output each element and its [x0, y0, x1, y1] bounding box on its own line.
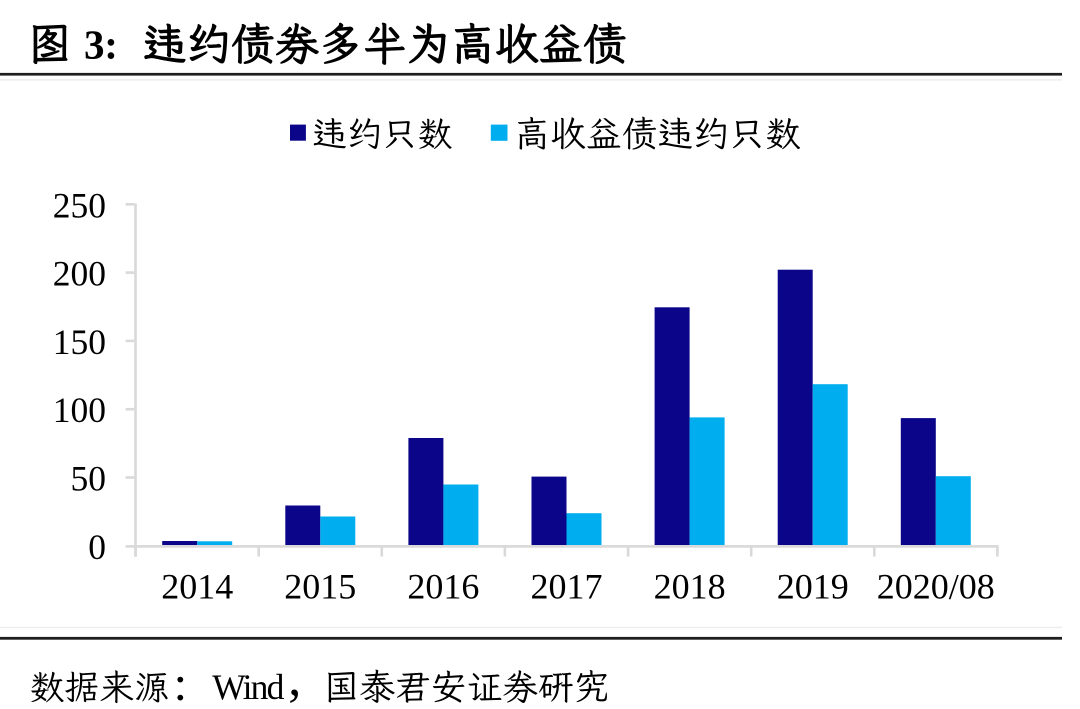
svg-text:0: 0 — [88, 527, 106, 567]
svg-text:150: 150 — [53, 322, 106, 362]
svg-text:200: 200 — [53, 254, 106, 294]
svg-text:2017: 2017 — [531, 567, 603, 607]
svg-text:2014: 2014 — [161, 567, 233, 607]
svg-text:250: 250 — [53, 185, 106, 225]
svg-text:50: 50 — [71, 459, 107, 499]
svg-text:3: 3 — [84, 22, 105, 68]
svg-text:2016: 2016 — [407, 567, 479, 607]
svg-text:,: , — [288, 650, 301, 707]
svg-text:Wind: Wind — [212, 667, 284, 707]
svg-text:2015: 2015 — [284, 567, 356, 607]
svg-text:100: 100 — [53, 390, 106, 430]
svg-text::: : — [104, 22, 118, 68]
svg-text:2020/08: 2020/08 — [877, 567, 995, 607]
svg-text:2018: 2018 — [654, 567, 726, 607]
svg-text:2019: 2019 — [777, 567, 849, 607]
